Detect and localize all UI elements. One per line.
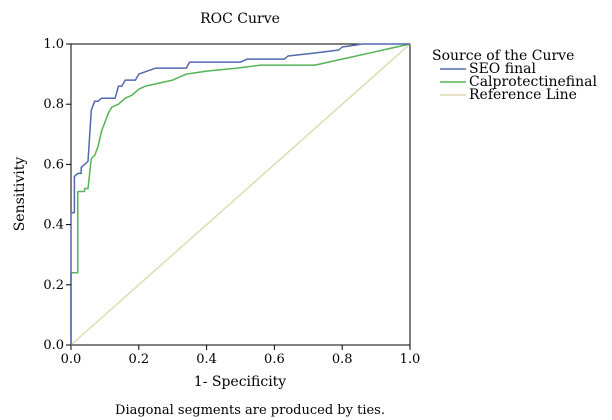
y-tick-label: 0.6: [43, 157, 64, 172]
legend: Source of the Curve SEO finalCalprotecti…: [432, 48, 597, 103]
footnote: Diagonal segments are produced by ties.: [115, 403, 385, 418]
x-tick-label: 0.0: [61, 352, 82, 367]
legend-label-seo-final: SEO final: [469, 61, 536, 77]
series-layer: [70, 43, 411, 346]
x-tick-label: 0.6: [264, 352, 285, 367]
x-tick-label: 0.4: [196, 352, 217, 367]
y-axis-title: Sensitivity: [12, 157, 28, 232]
series-line-seo-final: [70, 43, 410, 345]
x-tick-label: 1.0: [400, 352, 421, 367]
y-tick-label: 0.8: [43, 97, 64, 112]
y-axis-ticks: 0.0 0.2 0.4 0.6 0.8 1.0: [43, 37, 71, 353]
y-tick-label: 0.0: [43, 338, 64, 353]
legend-label-reference-line: Reference Line: [469, 87, 577, 103]
x-tick-label: 0.2: [128, 352, 149, 367]
x-axis-ticks: 0.0 0.2 0.4 0.6 0.8 1.0: [61, 345, 421, 367]
legend-title: Source of the Curve: [432, 48, 574, 64]
series-line-reference-line: [70, 43, 411, 346]
y-tick-label: 0.4: [43, 218, 64, 233]
y-tick-label: 1.0: [43, 37, 64, 52]
x-axis-title: 1- Specificity: [194, 374, 287, 390]
legend-label-calprotectinefinal: Calprotectinefinal: [469, 74, 597, 90]
y-tick-label: 0.2: [43, 278, 64, 293]
series-line-calprotectinefinal: [70, 43, 411, 345]
x-tick-label: 0.8: [332, 352, 353, 367]
chart-title: ROC Curve: [200, 11, 280, 27]
